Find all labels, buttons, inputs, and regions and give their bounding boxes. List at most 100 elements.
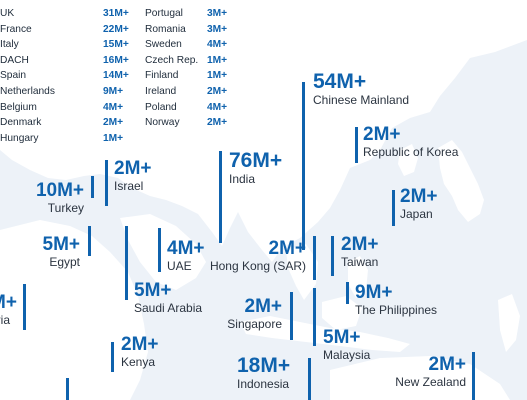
- eurasia-landmass: [0, 0, 527, 262]
- country-name: Czech Rep.: [145, 54, 199, 66]
- country-value: 1M+: [103, 132, 124, 144]
- list-item: Czech Rep. 1M+: [145, 53, 235, 69]
- list-item: Belgium 4M+: [0, 100, 132, 116]
- country-value: 16M+: [103, 54, 129, 66]
- market-name: Singapore: [227, 317, 282, 331]
- list-item: Finland 1M+: [145, 68, 235, 84]
- market-cut-left: M+ eria: [0, 292, 17, 328]
- country-name: Denmark: [0, 117, 42, 129]
- market-pin: [346, 282, 349, 304]
- country-value: 14M+: [103, 70, 129, 82]
- europe-list-col-b: Portugal 3M+ Romania 3M+ Sweden 4M+ Czech R…: [145, 6, 235, 131]
- market-value: 76M+: [229, 149, 283, 172]
- country-name: Portugal: [145, 8, 183, 19]
- market-hong-kong: 2M+ Hong Kong (SAR): [198, 238, 306, 274]
- country-name: Belgium: [0, 101, 37, 113]
- market-india: 76M+ India: [229, 149, 282, 187]
- market-pin: [66, 378, 69, 400]
- market-value: 5M+: [134, 280, 172, 301]
- country-value: 3M+: [207, 23, 228, 35]
- market-pin: [392, 190, 395, 226]
- market-value: 2M+: [341, 234, 379, 255]
- market-value: 5M+: [323, 327, 361, 348]
- market-name: Turkey: [47, 201, 84, 215]
- market-name: Taiwan: [341, 255, 379, 269]
- market-saudi-arabia: 5M+ Saudi Arabia: [134, 280, 202, 316]
- market-name: Chinese Mainland: [313, 93, 410, 107]
- country-value: 31M+: [103, 8, 129, 19]
- market-value: 2M+: [244, 296, 283, 317]
- country-name: Spain: [0, 70, 27, 82]
- market-name: Saudi Arabia: [134, 301, 203, 315]
- australia-landmass: [330, 356, 510, 400]
- market-name: New Zealand: [395, 375, 466, 389]
- country-value: 4M+: [207, 39, 228, 51]
- market-singapore: 2M+ Singapore: [212, 296, 282, 332]
- market-egypt: 5M+ Egypt: [20, 234, 81, 270]
- market-name: Japan: [400, 207, 433, 221]
- market-pin: [23, 284, 26, 330]
- country-name: France: [0, 23, 32, 35]
- market-chinese-mainland: 54M+ Chinese Mainland: [313, 70, 409, 108]
- market-name: Indonesia: [237, 377, 290, 391]
- list-item: Denmark 2M+: [0, 115, 132, 131]
- country-value: 4M+: [207, 101, 228, 113]
- list-item: Portugal 3M+: [145, 6, 235, 22]
- country-value: 15M+: [103, 39, 129, 51]
- market-pin: [302, 82, 305, 250]
- country-name: UK: [0, 8, 15, 19]
- list-item: Hungary 1M+: [0, 131, 132, 147]
- country-value: 2M+: [207, 117, 228, 129]
- market-pin: [111, 342, 114, 372]
- country-name: Ireland: [145, 85, 177, 97]
- country-name: Norway: [145, 117, 180, 129]
- indonesia-landmass: [240, 316, 410, 352]
- country-value: 1M+: [207, 54, 228, 66]
- market-value: 2M+: [400, 186, 438, 207]
- market-pin: [313, 236, 316, 280]
- europe-list-col-a: UK 31M+ France 22M+ Italy 15M+ DACH 16M+ Spa…: [0, 6, 132, 146]
- market-name: Malaysia: [323, 348, 371, 362]
- list-item: France 22M+: [0, 22, 132, 38]
- market-value: 18M+: [237, 354, 291, 377]
- country-value: 1M+: [207, 70, 228, 82]
- philippines-landmass: [348, 256, 368, 298]
- market-name: Kenya: [121, 355, 156, 369]
- market-turkey: 10M+ Turkey: [18, 180, 84, 216]
- market-value: 5M+: [42, 234, 81, 255]
- southeast-asia-landmass: [286, 244, 318, 300]
- country-name: Hungary: [0, 132, 39, 144]
- market-value: 2M+: [363, 124, 401, 145]
- market-israel: 2M+ Israel: [114, 158, 152, 194]
- country-value: 4M+: [103, 101, 124, 113]
- market-name: The Philippines: [355, 303, 438, 317]
- market-name: India: [229, 172, 256, 186]
- market-value: M+: [0, 292, 17, 313]
- market-pin: [91, 176, 94, 198]
- market-pin: [105, 160, 108, 206]
- market-value: 2M+: [428, 354, 467, 375]
- market-name: Israel: [114, 179, 144, 193]
- korea-landmass: [398, 144, 418, 176]
- market-name: Hong Kong (SAR): [209, 259, 306, 273]
- list-item: Spain 14M+: [0, 68, 132, 84]
- country-value: 2M+: [103, 117, 124, 129]
- list-item: UK 31M+: [0, 6, 132, 22]
- market-name: Egypt: [49, 255, 80, 269]
- list-item: Sweden 4M+: [145, 37, 235, 53]
- market-value: 54M+: [313, 70, 367, 93]
- market-value: 10M+: [35, 180, 84, 201]
- list-item: Italy 15M+: [0, 37, 132, 53]
- list-item: Norway 2M+: [145, 115, 235, 131]
- list-item: DACH 16M+: [0, 53, 132, 69]
- country-name: Sweden: [145, 39, 182, 51]
- list-item: Netherlands 9M+: [0, 84, 132, 100]
- new-zealand-landmass: [498, 294, 520, 352]
- market-pin: [125, 226, 128, 300]
- market-new-zealand: 2M+ New Zealand: [380, 354, 466, 390]
- market-pin: [472, 352, 475, 400]
- country-name: Netherlands: [0, 85, 55, 97]
- market-pin: [290, 292, 293, 340]
- market-value: 2M+: [114, 158, 152, 179]
